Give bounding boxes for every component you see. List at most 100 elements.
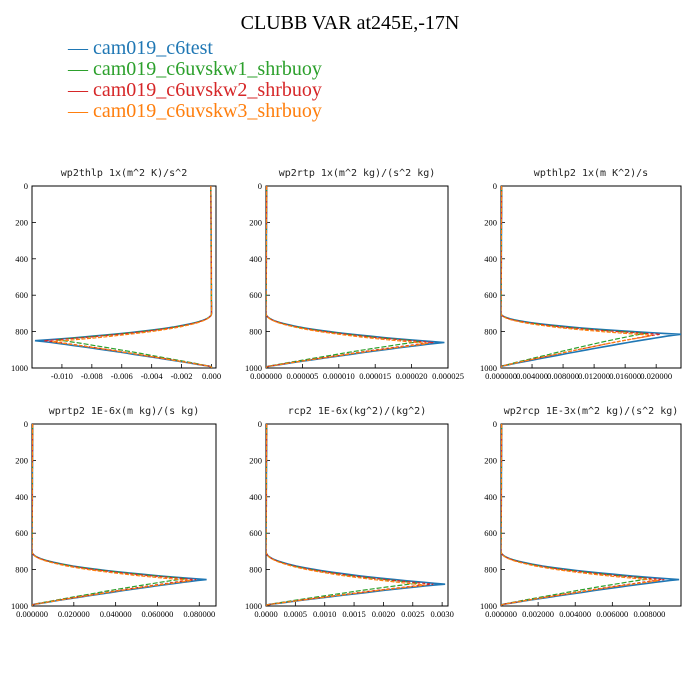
x-tick-label: 0.0020 — [372, 609, 395, 619]
x-tick-label: 0.000025 — [432, 371, 464, 381]
x-tick-label: -0.002 — [171, 371, 193, 381]
legend-label: — cam019_c6uvskw3_shrbuoy — [68, 100, 322, 122]
x-tick-label: 0.0025 — [401, 609, 424, 619]
x-tick-label: 0.008000 — [634, 609, 666, 619]
y-tick-label: 0 — [493, 419, 497, 429]
legend-label: — cam019_c6test — [68, 37, 213, 59]
series-line-1 — [266, 424, 446, 606]
figure-title: CLUBB VAR at245E,-17N — [240, 12, 460, 34]
series-line-4 — [501, 186, 653, 368]
y-tick-label: 600 — [15, 290, 28, 300]
legend-label: — cam019_c6uvskw1_shrbuoy — [68, 58, 322, 80]
y-tick-label: 200 — [484, 455, 497, 465]
y-tick-label: 1000 — [245, 601, 262, 611]
panel-title: wpthlp2 1x(m K^2)/s — [534, 168, 648, 179]
x-tick-label: 0.006000 — [596, 609, 628, 619]
y-tick-label: 1000 — [245, 363, 262, 373]
y-tick-label: 200 — [15, 455, 28, 465]
y-tick-label: 0 — [258, 419, 262, 429]
x-tick-label: 0.000000 — [16, 609, 48, 619]
y-tick-label: 0 — [24, 181, 28, 191]
x-tick-label: 0.000015 — [359, 371, 391, 381]
series-line-4 — [266, 186, 428, 368]
x-tick-label: 0.016000 — [609, 371, 641, 381]
series-line-4 — [501, 424, 659, 606]
x-tick-label: 0.000010 — [323, 371, 355, 381]
y-tick-label: 600 — [484, 290, 497, 300]
x-tick-label: 0.0015 — [342, 609, 365, 619]
legend-item-c6uvskw2: — cam019_c6uvskw2_shrbuoy — [68, 80, 322, 101]
x-tick-label: 0.012000 — [578, 371, 610, 381]
y-tick-label: 800 — [484, 327, 497, 337]
y-tick-label: 800 — [249, 327, 262, 337]
x-tick-label: -0.006 — [111, 371, 133, 381]
legend-item-c6uvskw3: — cam019_c6uvskw3_shrbuoy — [68, 101, 322, 122]
y-tick-label: 1000 — [480, 601, 497, 611]
y-tick-label: 400 — [15, 492, 28, 502]
series-line-4 — [32, 424, 191, 606]
y-tick-label: 1000 — [11, 363, 28, 373]
series-line-2 — [32, 424, 187, 606]
x-tick-label: 0.000000 — [485, 371, 517, 381]
panel-2: wp2rtp 1x(m^2 kg)/(s^2 kg) 0 200 400 600 800 1… — [245, 168, 464, 381]
panel-title: wprtp2 1E-6x(m kg)/(s kg) — [49, 406, 200, 417]
x-tick-label: 0.000020 — [396, 371, 428, 381]
y-tick-label: 0 — [493, 181, 497, 191]
y-tick-label: 600 — [249, 290, 262, 300]
x-tick-label: 0.0030 — [430, 609, 453, 619]
x-tick-label: 0.0010 — [313, 609, 336, 619]
y-tick-label: 800 — [249, 565, 262, 575]
y-tick-label: 0 — [24, 419, 28, 429]
x-tick-label: 0.004000 — [516, 371, 548, 381]
y-tick-label: 1000 — [11, 601, 28, 611]
legend-item-c6test: — cam019_c6test — [68, 38, 322, 59]
y-tick-label: 200 — [484, 217, 497, 227]
panel-title: rcp2 1E-6x(kg^2)/(kg^2) — [288, 406, 426, 417]
panel-6: wp2rcp 1E-3x(m^2 kg)/(s^2 kg) 0 200 400 600 8… — [480, 406, 682, 619]
x-tick-label: -0.010 — [51, 371, 73, 381]
x-tick-label: 0.0000 — [254, 609, 277, 619]
plot-frame — [31, 185, 217, 369]
y-tick-label: 400 — [249, 254, 262, 264]
series-line-4 — [266, 424, 426, 606]
y-tick-label: 800 — [15, 565, 28, 575]
x-tick-label: -0.004 — [141, 371, 164, 381]
plot-frame — [265, 423, 449, 607]
series-line-3 — [43, 186, 213, 368]
panel-title: wp2rcp 1E-3x(m^2 kg)/(s^2 kg) — [504, 406, 679, 417]
x-tick-label: 0.004000 — [559, 609, 591, 619]
x-tick-label: 0.000000 — [250, 371, 282, 381]
y-tick-label: 600 — [249, 528, 262, 538]
legend-label: — cam019_c6uvskw2_shrbuoy — [68, 79, 322, 101]
series-line-4 — [52, 186, 213, 368]
y-tick-label: 200 — [249, 217, 262, 227]
x-tick-label: 0.080000 — [183, 609, 215, 619]
x-tick-label: 0.000005 — [286, 371, 318, 381]
legend-item-c6uvskw1: — cam019_c6uvskw1_shrbuoy — [68, 59, 322, 80]
y-tick-label: 400 — [249, 492, 262, 502]
x-tick-label: -0.008 — [81, 371, 103, 381]
series-line-2 — [501, 424, 652, 606]
x-tick-label: 0.0005 — [284, 609, 307, 619]
panel-5: rcp2 1E-6x(kg^2)/(kg^2) 0 200 400 600 800 1000… — [245, 406, 454, 619]
series-line-3 — [266, 424, 434, 606]
panel-1: wp2thlp 1x(m^2 K)/s^2 0 200 400 600 800 1000 -0… — [11, 168, 221, 381]
x-tick-label: 0.040000 — [100, 609, 132, 619]
x-tick-label: 0.020000 — [58, 609, 90, 619]
y-tick-label: 800 — [484, 565, 497, 575]
y-tick-label: 600 — [15, 528, 28, 538]
x-tick-label: 0.000 — [202, 371, 221, 381]
plot-frame — [500, 185, 682, 369]
series-line-2 — [56, 186, 213, 368]
panel-4: wprtp2 1E-6x(m kg)/(s kg) 0 200 400 600 800 10… — [11, 406, 217, 619]
y-tick-label: 200 — [249, 455, 262, 465]
y-tick-label: 1000 — [480, 363, 497, 373]
y-tick-label: 800 — [15, 327, 28, 337]
panel-title: wp2thlp 1x(m^2 K)/s^2 — [61, 168, 187, 179]
y-tick-label: 400 — [15, 254, 28, 264]
series-line-2 — [266, 424, 418, 606]
panel-3: wpthlp2 1x(m K^2)/s020040060080010000.00… — [480, 168, 682, 381]
panel-title: wp2rtp 1x(m^2 kg)/(s^2 kg) — [279, 168, 436, 179]
x-tick-label: 0.020000 — [640, 371, 672, 381]
